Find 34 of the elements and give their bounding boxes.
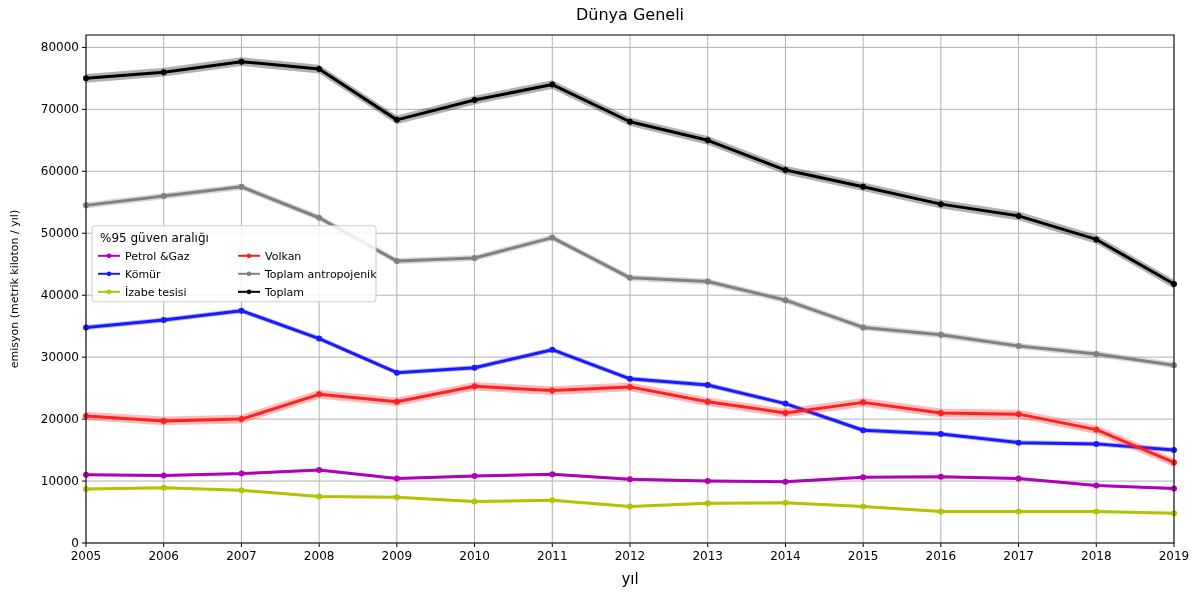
y-tick-label: 70000 (40, 102, 79, 117)
y-tick-label: 10000 (40, 474, 79, 489)
legend-label: İzabe tesisi (125, 285, 187, 299)
legend-label: Toplam (264, 285, 305, 299)
y-tick-label: 40000 (40, 288, 79, 303)
x-tick-label: 2013 (692, 549, 723, 563)
x-tick-label: 2014 (770, 549, 801, 563)
y-tick-label: 0 (71, 536, 79, 550)
legend-label: Toplam antropojenik (264, 267, 378, 281)
x-tick-label: 2017 (1003, 549, 1034, 563)
chart-title: Dünya Geneli (575, 5, 685, 24)
x-tick-label: 2019 (1158, 549, 1190, 563)
x-tick-label: 2009 (381, 549, 413, 563)
x-tick-label: 2012 (614, 549, 646, 563)
x-tick-label: 2010 (459, 549, 490, 563)
y-tick-label: 60000 (40, 164, 79, 179)
x-tick-label: 2011 (537, 549, 568, 563)
y-axis-title: emisyon (metrik kiloton / yıl) (8, 209, 21, 369)
x-tick-label: 2018 (1081, 549, 1112, 563)
legend-label: Volkan (265, 249, 302, 263)
y-tick-label: 20000 (40, 412, 79, 427)
x-tick-label: 2008 (303, 549, 335, 563)
y-tick-label: 80000 (40, 40, 79, 55)
y-tick-label: 50000 (40, 226, 79, 241)
x-tick-label: 2007 (226, 549, 257, 563)
x-tick-label: 2006 (148, 549, 179, 563)
x-tick-label: 2015 (847, 549, 879, 563)
legend-label: Petrol &Gaz (125, 249, 190, 263)
y-tick-label: 30000 (40, 350, 79, 365)
legend-title: %95 güven aralığı (100, 230, 209, 245)
x-axis-title: yıl (621, 570, 639, 588)
legend-label: Kömür (125, 267, 162, 281)
x-tick-label: 2005 (70, 549, 102, 563)
x-tick-label: 2016 (925, 549, 957, 563)
